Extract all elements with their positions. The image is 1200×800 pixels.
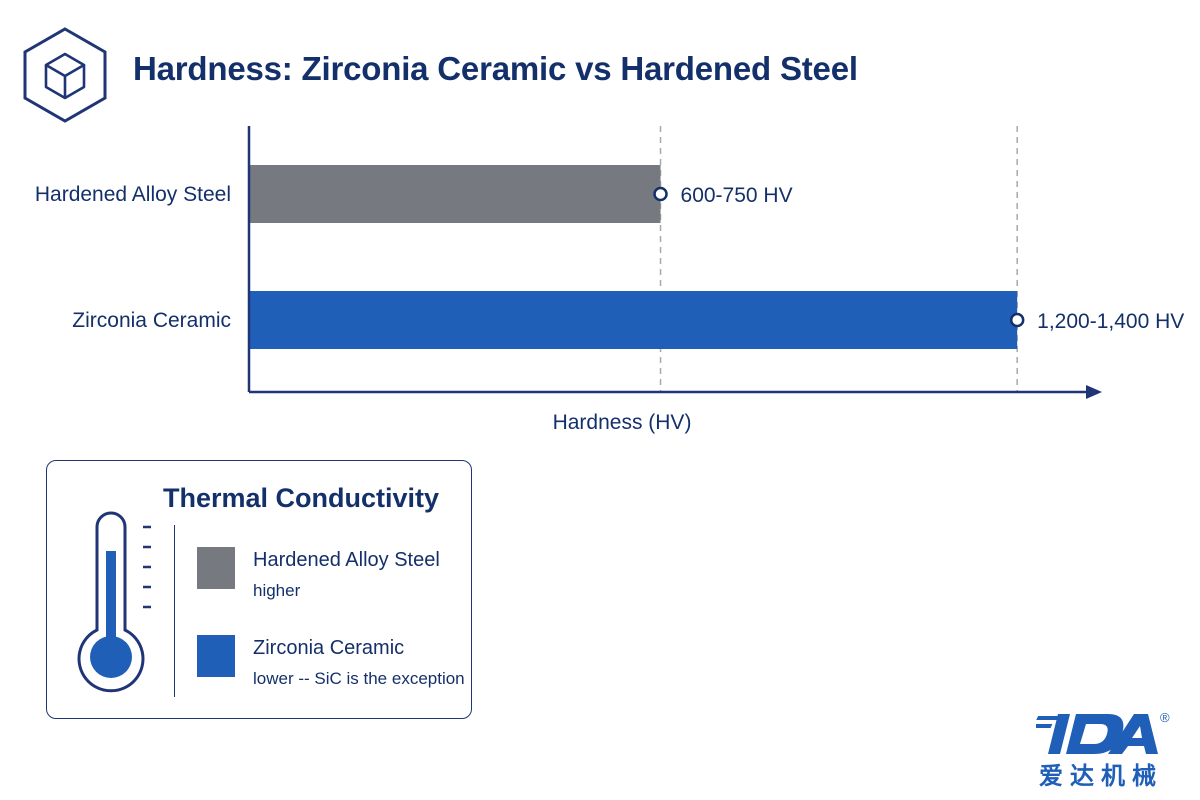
registered-mark: ®	[1160, 710, 1170, 725]
ida-logo-icon	[1036, 714, 1158, 754]
bar	[249, 165, 661, 223]
data-label: 600-750 HV	[681, 184, 793, 207]
legend-divider	[174, 525, 175, 697]
x-axis-label: Hardness (HV)	[553, 411, 692, 434]
brand-logo: ® 爱达机械	[1036, 710, 1171, 792]
page-title: Hardness: Zirconia Ceramic vs Hardened S…	[133, 50, 858, 87]
logo-chinese-name: 爱达机械	[1039, 762, 1163, 790]
legend-entry-note: higher	[253, 581, 301, 600]
category-label: Hardened Alloy Steel	[35, 183, 231, 206]
data-label: 1,200-1,400 HV	[1037, 310, 1184, 333]
cube-icon	[23, 27, 107, 123]
category-label: Zirconia Ceramic	[72, 309, 231, 332]
value-marker	[653, 186, 668, 202]
legend-swatch-zirconia	[197, 635, 235, 677]
thermometer-icon	[77, 511, 151, 693]
bar	[249, 291, 1018, 349]
x-axis-arrow	[1086, 385, 1102, 399]
value-marker	[1009, 312, 1025, 328]
legend-title: Thermal Conductivity	[163, 483, 440, 513]
thermal-conductivity-panel: Thermal Conductivity Hardened Alloy Stee…	[46, 460, 472, 719]
legend-entry-name: Zirconia Ceramic	[253, 637, 405, 659]
legend-swatch-steel	[197, 547, 235, 589]
legend-entry-note: lower -- SiC is the exception	[253, 669, 465, 688]
legend-entry-name: Hardened Alloy Steel	[253, 549, 440, 571]
